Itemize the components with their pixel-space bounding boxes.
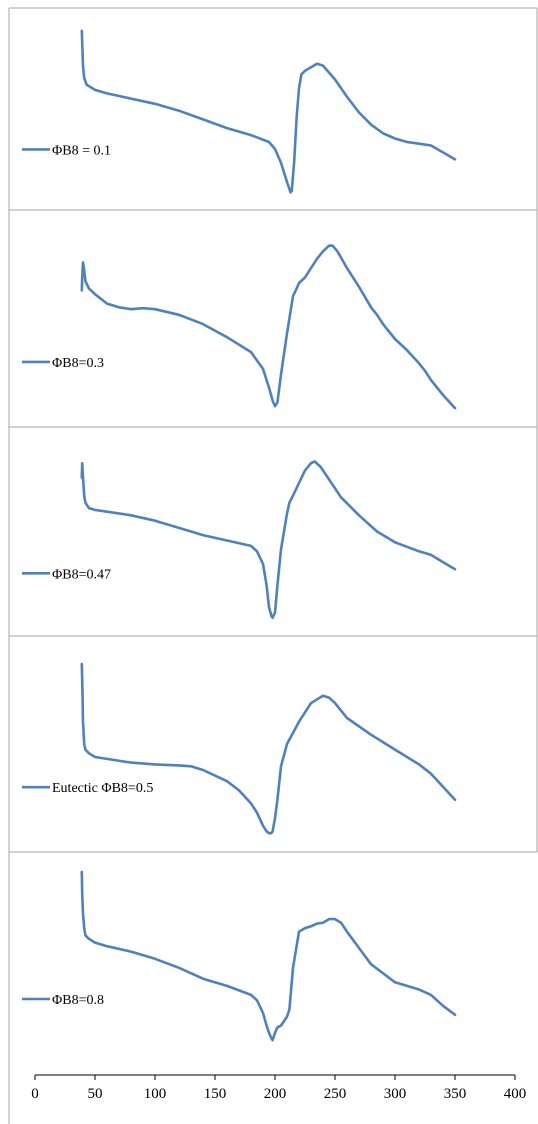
legend-label-3: ΦB8=0.47 [52, 567, 111, 582]
x-tick-label-350: 350 [444, 1086, 467, 1102]
series-line-3 [80, 460, 457, 620]
x-tick-label-400: 400 [504, 1086, 527, 1102]
x-tick-label-250: 250 [324, 1086, 347, 1102]
x-tick-label-150: 150 [204, 1086, 227, 1102]
legend-label-1: ΦB8 = 0.1 [52, 143, 111, 158]
legend-label-5: ΦB8=0.8 [52, 993, 104, 1008]
series-line-2 [80, 244, 457, 410]
x-axis: 0 50 100 150 200 250 300 350 400 [31, 1074, 527, 1102]
panel-3: ΦB8=0.47 [9, 460, 537, 637]
panel-2: ΦB8=0.3 [9, 244, 537, 428]
x-tick-label-300: 300 [384, 1086, 407, 1102]
legend-label-2: ΦB8=0.3 [52, 356, 104, 371]
x-tick-label-100: 100 [144, 1086, 167, 1102]
panel-1: ΦB8 = 0.1 [9, 29, 537, 211]
series-line-1 [80, 29, 457, 194]
panel-5: ΦB8=0.8 [22, 870, 457, 1042]
x-tick-label-200: 200 [264, 1086, 287, 1102]
x-tick-label-0: 0 [31, 1086, 39, 1102]
x-tick-label-50: 50 [88, 1086, 103, 1102]
series-line-5 [80, 870, 457, 1042]
series-line-4 [80, 662, 457, 835]
panels: ΦB8 = 0.1 ΦB8=0.3 ΦB8=0.47 Eutectic ΦB8=0.5… [8, 7, 538, 1124]
legend-label-4: Eutectic ΦB8=0.5 [52, 781, 153, 796]
panel-4: Eutectic ΦB8=0.5 [9, 662, 537, 853]
